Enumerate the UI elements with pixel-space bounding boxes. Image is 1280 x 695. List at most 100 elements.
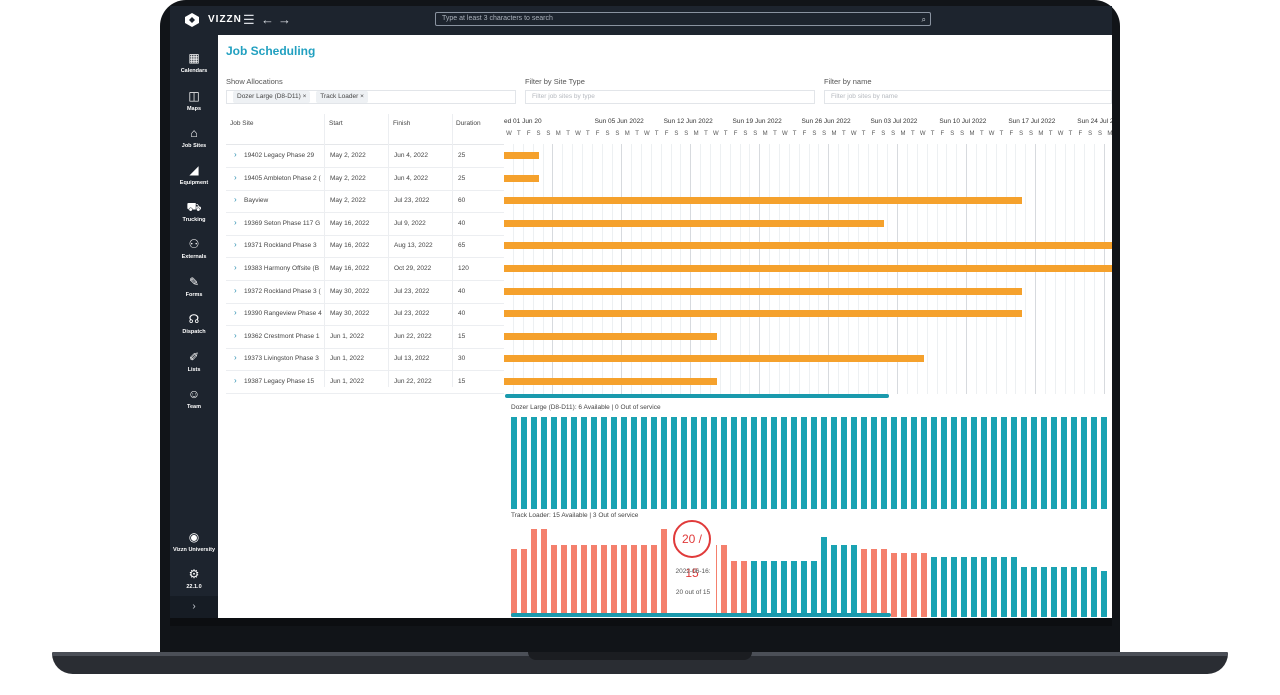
loader-allocation-bar[interactable] bbox=[541, 529, 547, 617]
dozer-allocation-bar[interactable] bbox=[541, 417, 547, 509]
sidebar-item-maps[interactable]: ◫ Maps bbox=[170, 89, 218, 112]
dozer-allocation-bar[interactable] bbox=[1071, 417, 1077, 509]
gantt-bar[interactable] bbox=[504, 265, 1112, 272]
loader-allocation-bar[interactable] bbox=[581, 545, 587, 617]
sidebar-item-university[interactable]: ◉ Vizzn University bbox=[170, 530, 218, 553]
gantt-bar[interactable] bbox=[504, 287, 1023, 295]
loader-allocation-bar[interactable] bbox=[611, 545, 617, 617]
dozer-allocation-bar[interactable] bbox=[1021, 417, 1027, 509]
dozer-allocation-bar[interactable] bbox=[571, 417, 577, 509]
dozer-allocation-bar[interactable] bbox=[631, 417, 637, 509]
loader-allocation-bar[interactable] bbox=[641, 545, 647, 617]
loader-allocation-bar[interactable] bbox=[1011, 557, 1017, 617]
loader-allocation-bar[interactable] bbox=[831, 545, 837, 617]
sidebar-expand-button[interactable]: › bbox=[170, 596, 218, 618]
loader-allocation-bar[interactable] bbox=[921, 553, 927, 617]
dozer-allocation-bar[interactable] bbox=[1001, 417, 1007, 509]
dozer-allocation-bar[interactable] bbox=[1031, 417, 1037, 509]
dozer-allocation-bar[interactable] bbox=[511, 417, 517, 509]
sidebar-item-trucking[interactable]: ⛟ Trucking bbox=[170, 200, 218, 223]
sidebar-item-lists[interactable]: ✐ Lists bbox=[170, 350, 218, 373]
loader-allocation-bar[interactable] bbox=[571, 545, 577, 617]
dozer-allocation-bar[interactable] bbox=[1061, 417, 1067, 509]
loader-allocation-bar[interactable] bbox=[1031, 567, 1037, 617]
dozer-allocation-bar[interactable] bbox=[941, 417, 947, 509]
table-row[interactable]: › 19369 Seton Phase 117 G May 16, 2022 Jul … bbox=[226, 213, 504, 236]
column-header[interactable]: Finish bbox=[393, 120, 411, 127]
loader-allocation-bar[interactable] bbox=[961, 557, 967, 617]
dozer-allocation-bar[interactable] bbox=[821, 417, 827, 509]
loader-allocation-bar[interactable] bbox=[971, 557, 977, 617]
expand-chevron-icon[interactable]: › bbox=[234, 195, 237, 205]
dozer-allocation-bar[interactable] bbox=[811, 417, 817, 509]
dozer-allocation-bar[interactable] bbox=[801, 417, 807, 509]
dozer-allocation-bar[interactable] bbox=[781, 417, 787, 509]
back-arrow-icon[interactable]: ← bbox=[261, 12, 274, 27]
dozer-allocation-bar[interactable] bbox=[751, 417, 757, 509]
loader-allocation-bar[interactable] bbox=[1071, 567, 1077, 617]
loader-allocation-bar[interactable] bbox=[661, 529, 667, 617]
sidebar-item-job-sites[interactable]: ⌂ Job Sites bbox=[170, 126, 218, 149]
loader-allocation-bar[interactable] bbox=[1081, 567, 1087, 617]
dozer-allocation-bar[interactable] bbox=[661, 417, 667, 509]
dozer-allocation-bar[interactable] bbox=[921, 417, 927, 509]
loader-allocation-bar[interactable] bbox=[801, 561, 807, 617]
dozer-allocation-bar[interactable] bbox=[611, 417, 617, 509]
dozer-allocation-bar[interactable] bbox=[691, 417, 697, 509]
dozer-allocation-bar[interactable] bbox=[621, 417, 627, 509]
loader-allocation-bar[interactable] bbox=[511, 549, 517, 617]
dozer-allocation-bar[interactable] bbox=[971, 417, 977, 509]
table-row[interactable]: › 19387 Legacy Phase 15 Jun 1, 2022 Jun 22,… bbox=[226, 371, 504, 394]
dozer-allocation-bar[interactable] bbox=[651, 417, 657, 509]
dozer-allocation-bar[interactable] bbox=[561, 417, 567, 509]
dozer-allocation-bar[interactable] bbox=[851, 417, 857, 509]
gantt-bar[interactable] bbox=[504, 174, 540, 182]
dozer-allocation-bar[interactable] bbox=[791, 417, 797, 509]
expand-chevron-icon[interactable]: › bbox=[234, 308, 237, 318]
loader-allocation-bar[interactable] bbox=[871, 549, 877, 617]
loader-allocation-bar[interactable] bbox=[941, 557, 947, 617]
sidebar-item-settings[interactable]: ⚙ 22.1.0 bbox=[170, 567, 218, 590]
search-input[interactable]: Type at least 3 characters to search ⌕ bbox=[435, 12, 931, 26]
expand-chevron-icon[interactable]: › bbox=[234, 376, 237, 385]
dozer-allocation-bar[interactable] bbox=[741, 417, 747, 509]
column-header[interactable]: Start bbox=[329, 120, 343, 127]
gantt-bar[interactable] bbox=[504, 355, 924, 363]
dozer-allocation-bar[interactable] bbox=[671, 417, 677, 509]
forward-arrow-icon[interactable]: → bbox=[278, 12, 291, 27]
dozer-allocation-bar[interactable] bbox=[901, 417, 907, 509]
dozer-allocation-bar[interactable] bbox=[551, 417, 557, 509]
dozer-allocation-bar[interactable] bbox=[891, 417, 897, 509]
table-row[interactable]: › Bayview May 2, 2022 Jul 23, 2022 60 bbox=[226, 190, 504, 214]
loader-allocation-bar[interactable] bbox=[791, 561, 797, 617]
sidebar-item-forms[interactable]: ✎ Forms bbox=[170, 275, 218, 298]
dozer-allocation-bar[interactable] bbox=[521, 417, 527, 509]
dozer-allocation-bar[interactable] bbox=[1081, 417, 1087, 509]
gantt-scrollbar[interactable] bbox=[505, 394, 889, 398]
expand-chevron-icon[interactable]: › bbox=[234, 263, 237, 272]
dozer-allocation-bar[interactable] bbox=[591, 417, 597, 509]
gantt-bar[interactable] bbox=[504, 197, 1023, 205]
dozer-allocation-bar[interactable] bbox=[841, 417, 847, 509]
dozer-allocation-bar[interactable] bbox=[731, 417, 737, 509]
expand-chevron-icon[interactable]: › bbox=[234, 330, 237, 340]
loader-allocation-bar[interactable] bbox=[601, 545, 607, 617]
loader-allocation-bar[interactable] bbox=[891, 553, 897, 617]
expand-chevron-icon[interactable]: › bbox=[234, 240, 237, 250]
dozer-allocation-bar[interactable] bbox=[961, 417, 967, 509]
loader-allocation-bar[interactable] bbox=[851, 545, 857, 617]
gantt-bar[interactable] bbox=[504, 242, 1112, 250]
column-header[interactable]: Job Site bbox=[230, 120, 254, 127]
loader-allocation-bar[interactable] bbox=[651, 545, 657, 617]
loader-allocation-bar[interactable] bbox=[841, 545, 847, 617]
dozer-allocation-bar[interactable] bbox=[881, 417, 887, 509]
gantt-bar[interactable] bbox=[504, 219, 885, 227]
loader-allocation-bar[interactable] bbox=[811, 561, 817, 617]
loader-allocation-bar[interactable] bbox=[861, 549, 867, 617]
dozer-allocation-bar[interactable] bbox=[711, 417, 717, 509]
loader-allocation-bar[interactable] bbox=[1041, 567, 1047, 617]
loader-allocation-bar[interactable] bbox=[1091, 567, 1097, 617]
loader-allocation-bar[interactable] bbox=[531, 529, 537, 617]
dozer-allocation-bar[interactable] bbox=[771, 417, 777, 509]
loader-allocation-bar[interactable] bbox=[1101, 571, 1107, 617]
